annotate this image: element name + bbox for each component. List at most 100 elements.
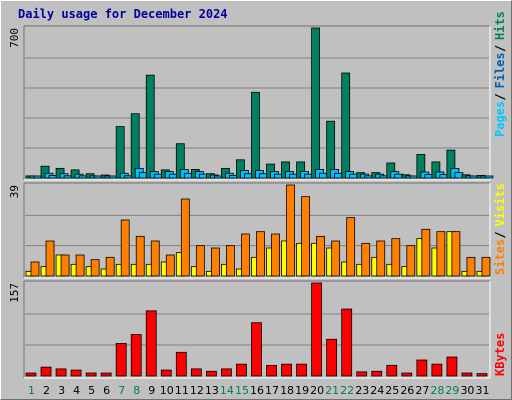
sites-bar-sites [30, 261, 40, 277]
sites-bar-sites [466, 256, 476, 277]
day-label: 20 [310, 384, 324, 397]
day-label: 9 [148, 384, 155, 397]
sites-bar-sites [391, 238, 401, 277]
sites-bar-sites [150, 240, 160, 277]
kbytes-bar-kbytes [281, 363, 292, 377]
kbytes-bar-kbytes [25, 372, 37, 377]
sites-bar-sites [421, 228, 431, 277]
kbytes-bar-kbytes [401, 372, 413, 377]
hits-legend-hits: Hits [493, 11, 507, 40]
kbytes-bar-kbytes [266, 364, 277, 377]
kbytes-bar-kbytes [311, 282, 323, 377]
sites-bar-sites [331, 240, 341, 277]
day-label: 14 [220, 384, 234, 397]
kbytes-bar-kbytes [40, 366, 52, 377]
kbytes-bar-kbytes [386, 364, 398, 377]
sites-bar-sites [241, 233, 250, 277]
day-label: 4 [73, 384, 80, 397]
sites-bar-sites [195, 245, 205, 277]
day-label: 17 [265, 384, 279, 397]
kbytes-bar-kbytes [205, 370, 217, 377]
day-label: 21 [325, 384, 339, 397]
hits-bar-hits [145, 74, 155, 179]
hits-legend-pages: Pages [493, 101, 507, 137]
kbytes-bar-kbytes [431, 363, 443, 377]
sites-ymax-label: 39 [8, 185, 21, 198]
hits-bar-hits [115, 126, 125, 179]
sites-bar-sites [120, 219, 130, 277]
sites-bar-sites [90, 259, 100, 277]
kbytes-bar-kbytes [371, 370, 383, 377]
kbytes-bar-kbytes [476, 373, 488, 377]
hits-bar-hits [311, 27, 321, 179]
sites-bar-sites [361, 242, 371, 277]
day-label: 12 [190, 384, 204, 397]
day-label: 18 [280, 384, 294, 397]
sites-bar-sites [406, 245, 416, 277]
sites-bar-sites [256, 231, 265, 277]
day-label: 25 [385, 384, 399, 397]
sites-bar-sites [436, 231, 446, 277]
sites-legend-visits: Visits [493, 183, 507, 226]
kbytes-bar-kbytes [160, 369, 172, 377]
day-label: 28 [430, 384, 444, 397]
kbytes-bar-kbytes [236, 363, 247, 377]
sites-bar-sites [105, 256, 115, 277]
hits-legend-separator: / [493, 93, 507, 100]
sites-bar-sites [180, 198, 190, 277]
sites-bar-sites [301, 196, 310, 277]
day-label: 11 [175, 384, 189, 397]
day-label: 15 [235, 384, 249, 397]
kbytes-bar-kbytes [100, 372, 112, 377]
sites-bar-sites [346, 217, 356, 277]
kbytes-bar-kbytes [85, 372, 97, 377]
day-label: 6 [103, 384, 110, 397]
sites-bar-sites [45, 240, 55, 277]
kbytes-bar-kbytes [296, 363, 307, 377]
sites-bar-sites [226, 245, 235, 277]
sites-bar-sites [286, 184, 295, 277]
kbytes-bar-kbytes [416, 359, 428, 377]
hits-legend-separator: / [493, 45, 507, 52]
day-label: 26 [400, 384, 414, 397]
day-label: 3 [58, 384, 65, 397]
sites-bar-sites [210, 247, 220, 277]
hits-bar-hits [251, 91, 260, 179]
day-label: 10 [160, 384, 174, 397]
sites-bar-sites [75, 254, 85, 277]
kbytes-bar-kbytes [55, 368, 67, 377]
day-label: 31 [475, 384, 489, 397]
day-label: 13 [205, 384, 219, 397]
kbytes-bar-kbytes [221, 368, 232, 377]
kbytes-bar-kbytes [115, 343, 127, 377]
day-label: 22 [340, 384, 354, 397]
kbytes-bar-kbytes [130, 334, 142, 377]
sites-bar-sites [376, 240, 386, 277]
hits-ymax-label: 700 [8, 28, 21, 48]
sites-legend-separator: / [493, 231, 507, 238]
hits-legend-files: Files [493, 52, 507, 88]
kbytes-bar-kbytes [326, 338, 338, 377]
sites-bar-sites [451, 231, 461, 277]
kbytes-bar-kbytes [145, 310, 157, 377]
hits-bar-pages [484, 175, 494, 179]
day-label: 23 [355, 384, 369, 397]
day-label: 19 [295, 384, 309, 397]
day-label: 8 [133, 384, 140, 397]
kbytes-bar-kbytes [251, 322, 262, 377]
sites-bar-sites [271, 233, 280, 277]
day-label: 1 [28, 384, 35, 397]
kbytes-bar-kbytes [356, 371, 368, 377]
kbytes-bar-kbytes [175, 351, 187, 377]
kbytes-bar-kbytes [190, 368, 202, 377]
chart-title: Daily usage for December 2024 [18, 7, 228, 21]
day-label: 24 [370, 384, 384, 397]
sites-bar-sites [60, 254, 70, 277]
hits-bar-hits [341, 72, 351, 179]
day-label: 2 [43, 384, 50, 397]
sites-bar-sites [165, 254, 175, 277]
kbytes-bar-kbytes [446, 356, 458, 377]
sites-bar-sites [316, 235, 326, 277]
day-label: 27 [415, 384, 429, 397]
kbytes-bar-kbytes [461, 372, 473, 377]
